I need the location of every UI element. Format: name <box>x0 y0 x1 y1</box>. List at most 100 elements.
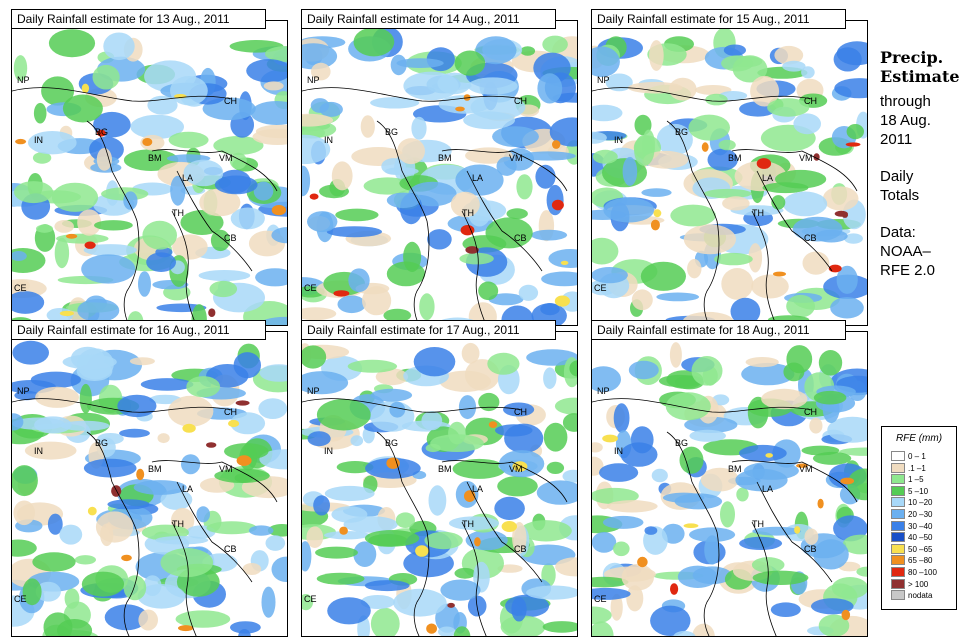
side-data: Data: <box>880 224 916 241</box>
legend-item: 50 –65 <box>891 543 932 555</box>
country-label: LA <box>182 173 193 183</box>
country-label: BM <box>148 153 162 163</box>
side-through: through <box>880 93 931 110</box>
legend-swatch <box>891 462 905 473</box>
country-label: CE <box>594 283 607 293</box>
legend-swatch <box>891 532 905 543</box>
panel-title: Daily Rainfall estimate for 18 Aug., 201… <box>591 320 846 340</box>
side-annotation: Precip. Estimate through 18 Aug. 2011 Da… <box>880 48 965 280</box>
country-label: LA <box>762 173 773 183</box>
rainfall-map: NP CH IN BG BM VM LA TH CB CE <box>11 20 288 326</box>
map-panel: NP CH IN BG BM VM LA TH CB CE Daily Rainfall estim… <box>11 320 288 637</box>
legend-item: 80 –100 <box>891 567 937 578</box>
country-label: CB <box>514 233 527 243</box>
country-label: CE <box>14 283 27 293</box>
country-label: BG <box>675 127 688 137</box>
legend-label: .1 –1 <box>908 463 926 473</box>
legend-item: > 100 <box>891 578 928 590</box>
side-year: 2011 <box>880 131 913 148</box>
country-label: BM <box>438 464 452 474</box>
country-label: TH <box>462 519 474 529</box>
legend-label: 40 –50 <box>908 533 933 543</box>
country-label: CB <box>224 544 237 554</box>
legend-label: 1 –5 <box>908 475 924 485</box>
country-label: BM <box>728 464 742 474</box>
country-label: CE <box>304 283 317 293</box>
panel-title: Daily Rainfall estimate for 13 Aug., 201… <box>11 9 266 29</box>
country-label: IN <box>614 135 623 145</box>
legend-label: 30 –40 <box>908 521 933 531</box>
country-label: BG <box>95 438 108 448</box>
legend-swatch <box>891 567 905 577</box>
rainfall-map: NP CH IN BG BM VM LA TH CB CE <box>591 20 868 326</box>
country-label: TH <box>172 208 184 218</box>
country-label: LA <box>182 484 193 494</box>
side-daily: Daily <box>880 168 914 185</box>
legend-label: 0 – 1 <box>908 452 926 461</box>
panel-title: Daily Rainfall estimate for 17 Aug., 201… <box>301 320 556 340</box>
country-label: VM <box>509 153 523 163</box>
rainfall-map: NP CH IN BG BM VM LA TH CB CE <box>11 331 288 637</box>
country-label: CH <box>224 96 237 106</box>
legend-swatch <box>891 543 905 554</box>
map-panel: NP CH IN BG BM VM LA TH CB CE Daily Rainfall estim… <box>301 9 578 326</box>
country-label: BM <box>148 464 162 474</box>
country-label: TH <box>752 208 764 218</box>
legend-swatch <box>891 555 905 566</box>
country-label: IN <box>34 135 43 145</box>
country-label: CH <box>224 407 237 417</box>
country-label: CH <box>514 96 527 106</box>
side-product: RFE 2.0 <box>880 262 936 279</box>
country-label: NP <box>307 75 320 85</box>
legend-item: nodata <box>891 590 932 601</box>
legend-swatch <box>891 590 905 601</box>
map-panel: NP CH IN BG BM VM LA TH CB CE Daily Rainfall estim… <box>301 320 578 637</box>
country-label: LA <box>472 173 483 183</box>
side-title-1: Precip. <box>880 48 944 67</box>
country-label: VM <box>219 153 233 163</box>
country-label: IN <box>324 135 333 145</box>
country-label: BG <box>675 438 688 448</box>
legend-swatch <box>891 485 905 496</box>
legend-label: 5 –10 <box>908 486 929 496</box>
rainfall-map: NP CH IN BG BM VM LA TH CB CE <box>591 331 868 637</box>
country-label: CE <box>14 594 27 604</box>
legend-swatch <box>891 520 905 531</box>
legend-item: .1 –1 <box>891 462 926 474</box>
panel-title: Daily Rainfall estimate for 14 Aug., 201… <box>301 9 556 29</box>
map-panel: NP CH IN BG BM VM LA TH CB CE Daily Rainfall estim… <box>591 320 868 637</box>
legend-item: 0 – 1 <box>891 451 926 462</box>
legend-item: 10 –20 <box>891 497 932 508</box>
country-label: VM <box>799 464 813 474</box>
legend-label: 20 –30 <box>908 510 933 519</box>
side-title-2: Estimate <box>880 67 960 86</box>
legend-swatch <box>891 578 905 589</box>
legend-swatch <box>891 497 905 508</box>
country-label: CH <box>804 407 817 417</box>
side-date: 18 Aug. <box>880 112 931 129</box>
country-label: VM <box>219 464 233 474</box>
panel-title: Daily Rainfall estimate for 16 Aug., 201… <box>11 320 266 340</box>
country-label: IN <box>614 446 623 456</box>
country-label: VM <box>799 153 813 163</box>
legend-item: 5 –10 <box>891 485 929 497</box>
panel-title: Daily Rainfall estimate for 15 Aug., 201… <box>591 9 846 29</box>
legend-label: 80 –100 <box>908 568 937 577</box>
country-label: LA <box>762 484 773 494</box>
country-label: BG <box>95 127 108 137</box>
country-label: VM <box>509 464 523 474</box>
country-label: BM <box>728 153 742 163</box>
legend-label: 65 –80 <box>908 556 933 566</box>
country-label: CB <box>804 544 817 554</box>
map-panel: NP CH IN BG BM VM LA TH CB CE Daily Rainfall estim… <box>11 9 288 326</box>
legend-item: 65 –80 <box>891 555 932 566</box>
country-label: IN <box>324 446 333 456</box>
country-label: NP <box>307 386 320 396</box>
legend-item: 40 –50 <box>891 532 932 543</box>
country-label: LA <box>472 484 483 494</box>
country-label: NP <box>597 75 610 85</box>
rainfall-map: NP CH IN BG BM VM LA TH CB CE <box>301 20 578 326</box>
country-label: NP <box>17 386 30 396</box>
legend-label: 10 –20 <box>908 498 933 508</box>
country-label: CH <box>804 96 817 106</box>
